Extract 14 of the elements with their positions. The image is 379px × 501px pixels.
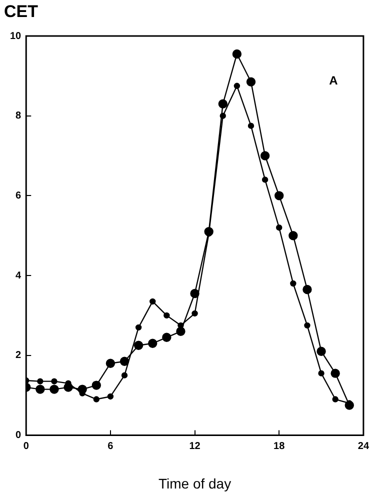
annotation: A xyxy=(329,73,338,88)
x-tick-label: 24 xyxy=(358,440,370,452)
y-tick-label: 8 xyxy=(16,110,22,122)
y-tick-label: 0 xyxy=(16,430,22,441)
x-axis-title: Time of day xyxy=(158,475,232,492)
x-tick-label: 18 xyxy=(274,440,286,452)
y-tick-label: 4 xyxy=(16,270,22,282)
y-tick-label: 6 xyxy=(16,190,22,202)
x-tick-label: 0 xyxy=(23,440,30,452)
chart-title: CET xyxy=(4,2,38,22)
x-tick-label: 12 xyxy=(189,440,201,452)
x-tick-label: 6 xyxy=(108,440,114,452)
y-tick-label: 2 xyxy=(16,350,22,362)
y-tick-label: 10 xyxy=(10,30,22,42)
